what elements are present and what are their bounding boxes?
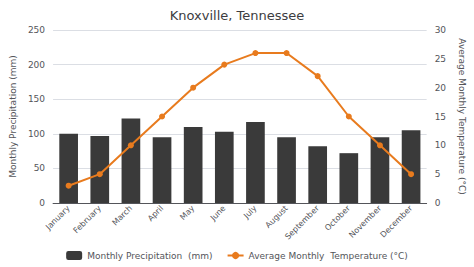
svg-text:October: October [323, 203, 352, 232]
svg-text:Average Monthly Temperature (: Average Monthly Temperature (°C) [249, 251, 408, 261]
svg-text:Average Monthly Temperature (°: Average Monthly Temperature (°C) [457, 38, 467, 194]
svg-text:August: August [264, 204, 290, 230]
svg-text:250: 250 [28, 25, 45, 35]
svg-text:30: 30 [435, 25, 447, 35]
svg-text:January: January [43, 204, 72, 233]
svg-text:5: 5 [435, 169, 441, 179]
svg-text:15: 15 [435, 112, 446, 122]
svg-text:July: July [241, 204, 258, 221]
svg-text:December: December [379, 203, 415, 239]
svg-text:February: February [72, 204, 104, 236]
svg-text:10: 10 [435, 140, 447, 150]
svg-text:Monthly Precipitation (mm): Monthly Precipitation (mm) [8, 55, 18, 178]
svg-text:June: June [208, 204, 227, 223]
svg-text:Monthly Precipitation (mm): Monthly Precipitation (mm) [87, 251, 212, 261]
svg-text:0: 0 [435, 198, 441, 208]
svg-text:200: 200 [28, 60, 45, 70]
svg-text:100: 100 [28, 129, 45, 139]
svg-text:25: 25 [435, 54, 446, 64]
svg-text:September: September [283, 203, 321, 241]
svg-text:150: 150 [28, 94, 45, 104]
svg-text:March: March [111, 204, 135, 228]
svg-text:0: 0 [39, 198, 45, 208]
svg-text:April: April [146, 204, 165, 223]
svg-text:November: November [347, 203, 383, 239]
svg-text:May: May [178, 204, 196, 222]
svg-text:Knoxville, Tennessee: Knoxville, Tennessee [170, 8, 305, 23]
svg-text:50: 50 [34, 163, 46, 173]
svg-text:20: 20 [435, 83, 447, 93]
